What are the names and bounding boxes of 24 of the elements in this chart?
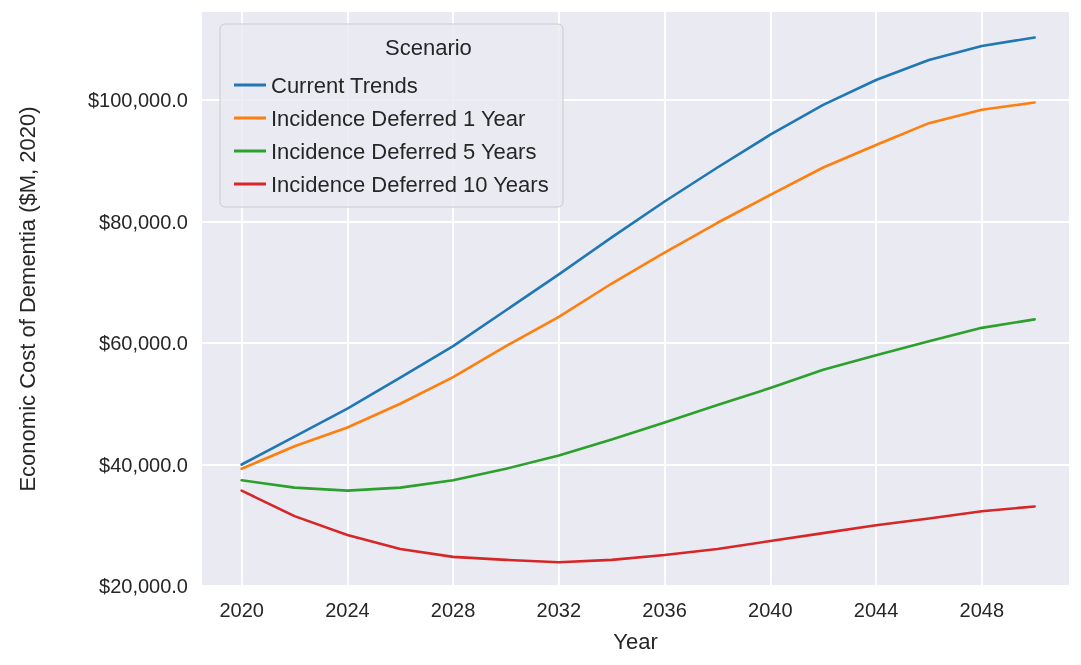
x-tick-label: 2024 [325, 599, 370, 621]
line-series [240, 101, 1036, 471]
y-tick-label: $80,000.0 [99, 210, 188, 233]
legend-label: Incidence Deferred 5 Years [271, 138, 537, 164]
x-tick-label: 2028 [430, 599, 476, 621]
x-tick-label: 2020 [219, 599, 264, 621]
line-series [240, 489, 1036, 564]
x-tick-label: 2036 [642, 599, 687, 621]
y-tick-label: $60,000.0 [99, 332, 188, 355]
y-axis-title: Economic Cost of Dementia ($M, 2020) [14, 106, 40, 492]
y-tick-label: $100,000.0 [87, 89, 188, 112]
line-series [240, 36, 1036, 466]
y-tick-label: $40,000.0 [99, 453, 188, 476]
x-tick-label: 2032 [536, 599, 582, 621]
y-tick-label: $20,000.0 [99, 575, 188, 597]
legend-label: Incidence Deferred 1 Year [271, 105, 526, 131]
x-tick-label: 2048 [959, 599, 1005, 621]
legend-label: Current Trends [271, 72, 418, 98]
legend-label: Incidence Deferred 10 Years [271, 171, 549, 197]
x-tick-label: 2044 [853, 599, 899, 621]
legend-title: Scenario [385, 34, 472, 60]
x-axis-title: Year [613, 628, 658, 654]
x-tick-label: 2040 [748, 599, 793, 621]
line-series [240, 318, 1036, 492]
